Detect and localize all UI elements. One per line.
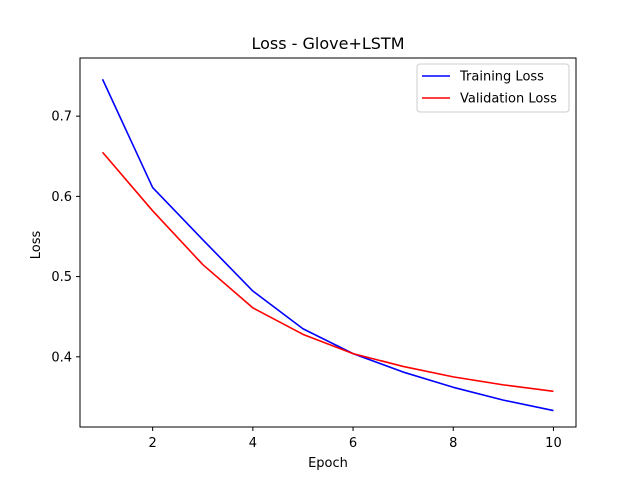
legend-label-0: Training Loss: [459, 70, 544, 85]
plot-area: [101, 78, 554, 412]
y-axis-label: Loss: [29, 231, 44, 260]
legend-label-1: Validation Loss: [460, 92, 557, 107]
x-tick-label: 10: [545, 436, 562, 451]
x-tick-label: 8: [449, 436, 457, 451]
x-axis-label: Epoch: [308, 456, 348, 471]
y-tick-label: 0.4: [51, 350, 72, 365]
axes: 2 4 6 8 10 0.4 0.5 0.6 0.7: [51, 57, 577, 451]
x-tick-label: 2: [149, 436, 157, 451]
legend-box: [416, 63, 570, 113]
x-tick-label: 4: [249, 436, 257, 451]
legend: Training Loss Validation Loss: [416, 63, 570, 113]
y-tick-label: 0.5: [51, 270, 72, 285]
y-tick-label: 0.6: [51, 190, 72, 205]
chart-title: Loss - Glove+LSTM: [251, 34, 404, 53]
axes-frame: [79, 57, 577, 428]
series-line-1: [101, 151, 554, 393]
y-tick-label: 0.7: [51, 110, 72, 125]
series-line-0: [101, 78, 554, 412]
x-tick-label: 6: [349, 436, 357, 451]
